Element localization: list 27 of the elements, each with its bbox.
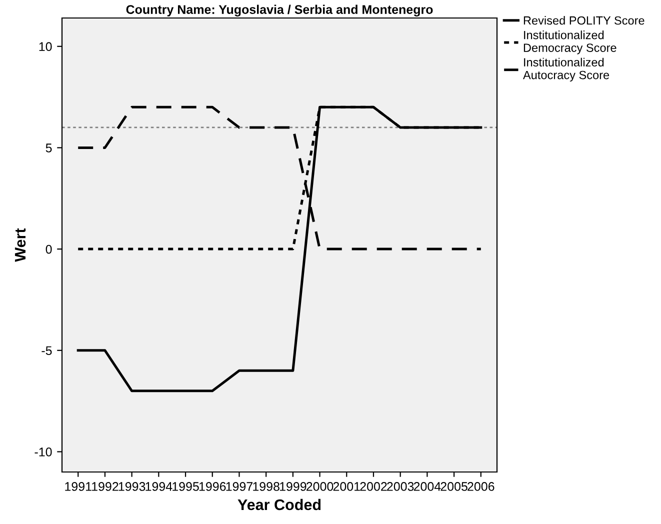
x-tick-label: 1991 [65,482,92,491]
chart-title: Country Name: Yugoslavia / Serbia and Montenegro [126,4,433,16]
x-tick-label: 1996 [199,482,226,491]
x-tick-label: 1995 [172,482,199,491]
x-tick-label: 2003 [387,482,414,491]
x-tick-label: 1992 [92,482,118,491]
x-tick-label: 2000 [306,482,334,491]
legend-label: Revised POLITY Score [524,16,644,25]
legend-label: Institutionalized Democracy Score [524,30,616,54]
x-tick-label: 2005 [440,482,468,491]
x-tick-label: 2006 [468,482,494,491]
x-tick-label: 1994 [146,482,172,491]
x-tick-label: 1999 [280,482,306,491]
x-tick-label: 1993 [118,482,146,491]
x-tick-label: 1998 [253,482,280,491]
legend-label: Institutionalized Autocracy Score [522,58,610,82]
y-tick-label: 10 [39,42,52,52]
y-tick-label: -5 [42,346,52,356]
y-tick-label: -10 [34,448,52,456]
x-axis-title: Year Coded [238,498,321,510]
x-tick-label: 2002 [360,482,387,491]
x-tick-label: 2001 [333,482,360,491]
x-tick-label: 1997 [226,482,252,491]
y-axis-title: Wert [14,228,26,262]
y-tick-label: 0 [46,244,52,254]
x-tick-label: 2004 [414,482,441,491]
y-tick-label: 5 [46,144,52,152]
